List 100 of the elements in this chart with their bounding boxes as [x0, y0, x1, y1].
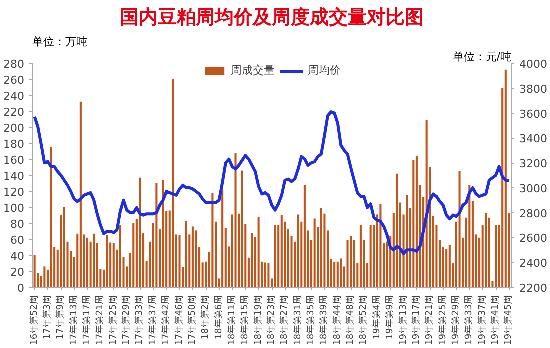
bar [258, 217, 260, 288]
x-tick-label: 18年第27周 [279, 296, 290, 346]
bar [468, 185, 471, 288]
bar [139, 178, 142, 288]
y-tick-label: 0 [18, 282, 24, 295]
bar [162, 180, 164, 288]
y-tick-label: 200 [4, 122, 25, 135]
bar [334, 262, 336, 288]
bar [241, 170, 244, 288]
y2-tick-label: 2200 [520, 282, 548, 295]
bar [264, 262, 266, 288]
x-tick-label: 17年第42周 [160, 296, 172, 346]
bar [93, 234, 96, 288]
x-tick-label: 17年第25周 [108, 296, 119, 346]
chart-title: 国内豆粕周均价及周度成交量对比图 [120, 6, 424, 28]
x-tick-label: 18年第35周 [306, 296, 317, 346]
y-tick-label: 240 [4, 90, 25, 103]
bar [406, 196, 408, 288]
x-tick-label: 16年第52周 [28, 296, 40, 346]
y2-tick-label: 4000 [520, 58, 548, 71]
bar [353, 240, 356, 288]
bar [346, 240, 349, 288]
x-tick-label: 19年第41周 [490, 296, 502, 346]
y-tick-label: 140 [4, 170, 25, 183]
x-tick-label: 19年第17周 [410, 296, 422, 346]
x-tick-label: 19年第45周 [503, 296, 514, 346]
x-tick-label: 18年第31周 [292, 296, 304, 346]
x-tick-label: 19年第37周 [476, 296, 488, 346]
x-tick-label: 18年第15周 [240, 296, 251, 346]
bar [50, 148, 52, 288]
bar [132, 224, 135, 288]
bar [485, 213, 488, 288]
x-tick-label: 19年第21周 [424, 296, 436, 346]
bar [458, 172, 461, 288]
bar [172, 80, 174, 288]
x-tick-label: 17年第13周 [68, 296, 80, 346]
x-tick-label: 19年第13周 [398, 296, 409, 346]
y2-tick-label: 3800 [520, 82, 548, 96]
x-tick-label: 17年第37周 [147, 296, 158, 346]
bar [268, 264, 270, 288]
x-tick-label: 18年第44周 [332, 296, 343, 346]
y2-tick-label: 3400 [520, 132, 548, 146]
x-tick-label: 19年第29周 [450, 296, 462, 346]
bar [320, 208, 322, 288]
line-series [33, 110, 511, 256]
bar [280, 216, 283, 288]
bar [185, 221, 188, 288]
bar [44, 266, 46, 288]
y-tick-label: 20 [10, 266, 25, 279]
bar [63, 208, 66, 288]
bar [504, 70, 507, 288]
y2-tick-label: 3000 [520, 182, 548, 196]
x-tick-label: 18年第48周 [345, 296, 356, 346]
bar [106, 236, 108, 288]
y-tick-label: 60 [10, 234, 25, 247]
x-tick-label: 18年第6周 [213, 295, 224, 340]
x-tick-label: 17年第21周 [94, 296, 106, 346]
bar [370, 225, 372, 288]
bar [192, 226, 194, 288]
bar [195, 230, 198, 288]
y-tick-label: 80 [10, 218, 25, 231]
bar [446, 249, 448, 288]
x-tick-label: 17年第50周 [186, 296, 198, 346]
y-tick-label: 40 [10, 250, 25, 263]
bar [212, 193, 214, 288]
y-tick-label: 120 [4, 186, 25, 199]
bar [222, 190, 224, 288]
y2-tick-label: 2600 [520, 232, 548, 246]
y-tick-label: 220 [4, 106, 25, 119]
y2-tick-label: 2800 [520, 207, 548, 220]
x-tick-label: 18年第2周 [200, 295, 212, 340]
bar [274, 225, 276, 288]
y2-tick-label: 2400 [520, 257, 548, 270]
x-tick-label: 19年第25周 [437, 296, 448, 346]
bar [396, 174, 398, 288]
y-tick-label: 100 [4, 202, 25, 215]
bar [297, 214, 300, 288]
bar [380, 204, 382, 288]
x-tick-label: 18年第19周 [252, 296, 264, 346]
y2-tick-label: 3200 [520, 158, 548, 171]
x-tick-label: 17年第29周 [121, 296, 132, 346]
bar [412, 160, 415, 288]
bar [494, 225, 498, 288]
x-tick-label: 17年第17周 [82, 296, 93, 346]
bar [340, 258, 342, 288]
x-tick-label: 17年第33周 [134, 296, 146, 346]
bar [234, 153, 237, 288]
x-tick-label: 17年第46周 [174, 296, 185, 346]
bar [156, 184, 158, 288]
y-tick-label: 280 [4, 58, 25, 71]
bar [448, 245, 451, 288]
bar [304, 185, 306, 288]
bar [86, 238, 89, 288]
y-tick-label: 260 [4, 74, 25, 87]
bar [178, 236, 181, 288]
legend-label: 周成交量 [231, 63, 275, 78]
bar [314, 218, 316, 288]
bar [119, 225, 122, 288]
x-tick-label: 19年第4周 [371, 295, 382, 340]
bar [251, 233, 254, 288]
